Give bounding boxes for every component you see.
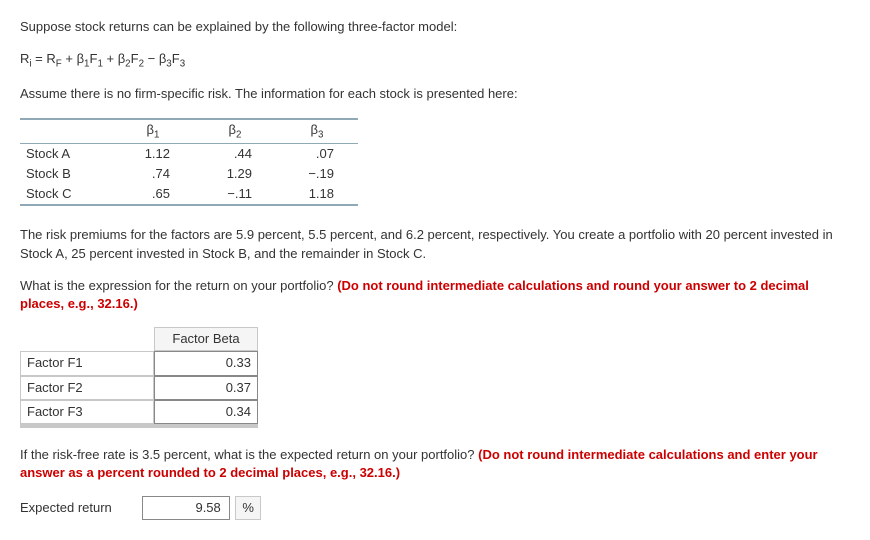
table-row: Factor F1 0.33 bbox=[20, 351, 258, 375]
formula: Ri = RF + β1F1 + β2F2 − β3F3 bbox=[20, 50, 850, 71]
stock-name: Stock B bbox=[20, 164, 112, 184]
cell: 1.12 bbox=[112, 143, 194, 164]
table-row: Stock C .65 −.11 1.18 bbox=[20, 184, 358, 205]
q2-text: If the risk-free rate is 3.5 percent, wh… bbox=[20, 447, 478, 462]
cell: −.19 bbox=[276, 164, 358, 184]
cell: 1.18 bbox=[276, 184, 358, 205]
cell: −.11 bbox=[194, 184, 276, 205]
col-blank bbox=[20, 119, 112, 144]
factor-label: Factor F1 bbox=[20, 351, 154, 375]
factor-beta-header: Factor Beta bbox=[154, 327, 258, 351]
question-2: If the risk-free rate is 3.5 percent, wh… bbox=[20, 446, 850, 482]
assume-text: Assume there is no firm-specific risk. T… bbox=[20, 85, 850, 103]
cell: .07 bbox=[276, 143, 358, 164]
expected-return-input[interactable]: 9.58 bbox=[142, 496, 230, 520]
expected-return-row: Expected return 9.58 % bbox=[20, 496, 850, 520]
cell: .65 bbox=[112, 184, 194, 205]
col-beta1: β1 bbox=[112, 119, 194, 144]
cell: .44 bbox=[194, 143, 276, 164]
risk-premiums-text: The risk premiums for the factors are 5.… bbox=[20, 226, 850, 262]
stock-name: Stock A bbox=[20, 143, 112, 164]
expected-return-label: Expected return bbox=[20, 499, 112, 517]
factor-f3-input[interactable]: 0.34 bbox=[154, 400, 258, 424]
factor-f1-input[interactable]: 0.33 bbox=[154, 351, 258, 375]
q1-text: What is the expression for the return on… bbox=[20, 278, 337, 293]
table-row: Factor F2 0.37 bbox=[20, 376, 258, 400]
table-row: Stock B .74 1.29 −.19 bbox=[20, 164, 358, 184]
table-row: Stock A 1.12 .44 .07 bbox=[20, 143, 358, 164]
col-beta3: β3 bbox=[276, 119, 358, 144]
stock-beta-table: β1 β2 β3 Stock A 1.12 .44 .07 Stock B .7… bbox=[20, 118, 358, 207]
factor-label: Factor F2 bbox=[20, 376, 154, 400]
stock-name: Stock C bbox=[20, 184, 112, 205]
cell: .74 bbox=[112, 164, 194, 184]
intro-text: Suppose stock returns can be explained b… bbox=[20, 18, 850, 36]
factor-f2-input[interactable]: 0.37 bbox=[154, 376, 258, 400]
factor-beta-table: Factor Beta Factor F1 0.33 Factor F2 0.3… bbox=[20, 327, 258, 428]
question-1: What is the expression for the return on… bbox=[20, 277, 850, 313]
table-row: Factor F3 0.34 bbox=[20, 400, 258, 424]
factor-label: Factor F3 bbox=[20, 400, 154, 424]
col-beta2: β2 bbox=[194, 119, 276, 144]
percent-unit: % bbox=[235, 496, 261, 520]
cell: 1.29 bbox=[194, 164, 276, 184]
